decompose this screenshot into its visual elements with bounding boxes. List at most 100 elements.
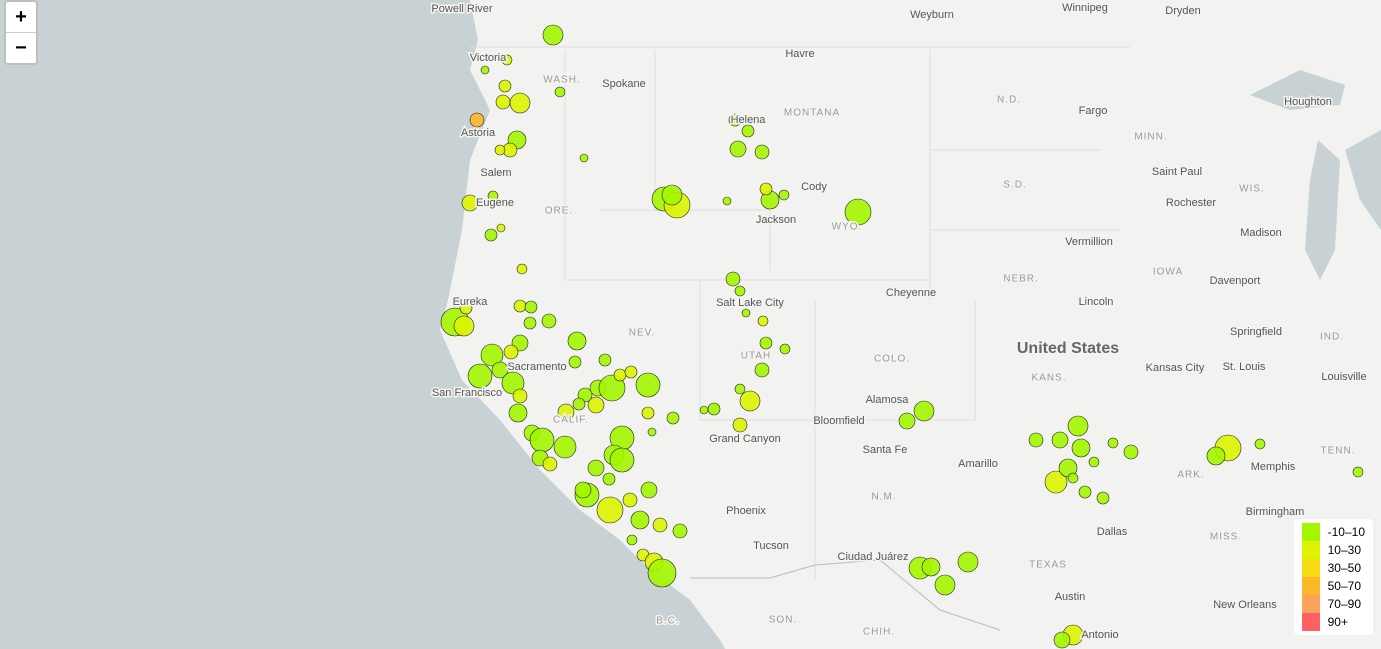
- earthquake[interactable]: [469, 112, 485, 128]
- earthquake[interactable]: [516, 263, 528, 275]
- earthquake[interactable]: [512, 388, 528, 404]
- earthquake[interactable]: [567, 331, 587, 351]
- earthquake[interactable]: [898, 412, 916, 430]
- earthquake[interactable]: [1053, 631, 1071, 649]
- earthquake[interactable]: [613, 368, 627, 382]
- earthquake[interactable]: [722, 196, 732, 206]
- earthquake[interactable]: [1096, 491, 1110, 505]
- earthquake[interactable]: [759, 182, 773, 196]
- earthquake[interactable]: [572, 397, 586, 411]
- earthquake[interactable]: [707, 402, 721, 416]
- earthquake[interactable]: [503, 344, 519, 360]
- earthquake[interactable]: [626, 534, 638, 546]
- earthquake[interactable]: [467, 363, 493, 389]
- earthquake[interactable]: [524, 300, 538, 314]
- earthquake[interactable]: [553, 435, 577, 459]
- earthquake[interactable]: [739, 390, 761, 412]
- earthquake[interactable]: [1078, 485, 1092, 499]
- earthquake[interactable]: [501, 54, 513, 66]
- earthquake[interactable]: [554, 86, 566, 98]
- earthquake[interactable]: [778, 189, 790, 201]
- earthquake[interactable]: [652, 517, 668, 533]
- earthquake[interactable]: [729, 140, 747, 158]
- earthquake[interactable]: [1044, 470, 1068, 494]
- earthquake[interactable]: [508, 403, 528, 423]
- earthquake[interactable]: [754, 144, 770, 160]
- earthquake[interactable]: [641, 406, 655, 420]
- earthquake[interactable]: [509, 92, 531, 114]
- earthquake[interactable]: [495, 94, 511, 110]
- earthquake[interactable]: [529, 427, 555, 453]
- earthquake[interactable]: [596, 496, 624, 524]
- earthquake[interactable]: [494, 144, 506, 156]
- earthquake[interactable]: [487, 190, 499, 202]
- earthquake[interactable]: [602, 472, 616, 486]
- earthquake[interactable]: [630, 510, 650, 530]
- earthquake[interactable]: [1088, 456, 1100, 468]
- earthquake[interactable]: [568, 355, 582, 369]
- earthquake[interactable]: [728, 113, 742, 127]
- earthquake[interactable]: [523, 316, 537, 330]
- earthquake[interactable]: [480, 343, 504, 367]
- earthquake[interactable]: [699, 405, 709, 415]
- earthquake[interactable]: [484, 228, 498, 242]
- earthquake[interactable]: [579, 153, 589, 163]
- earthquake[interactable]: [480, 65, 490, 75]
- earthquake[interactable]: [957, 551, 979, 573]
- earthquake[interactable]: [734, 285, 746, 297]
- earthquake[interactable]: [647, 427, 657, 437]
- earthquake[interactable]: [732, 417, 748, 433]
- earthquake[interactable]: [1067, 472, 1079, 484]
- earthquake[interactable]: [624, 365, 638, 379]
- earthquake[interactable]: [453, 315, 475, 337]
- earthquake[interactable]: [734, 383, 746, 395]
- earthquake[interactable]: [461, 194, 479, 212]
- earthquake[interactable]: [542, 456, 558, 472]
- earthquake[interactable]: [741, 124, 755, 138]
- earthquake[interactable]: [598, 374, 626, 402]
- earthquake[interactable]: [661, 184, 683, 206]
- earthquake[interactable]: [498, 79, 512, 93]
- earthquake[interactable]: [598, 353, 612, 367]
- earthquake[interactable]: [1067, 415, 1089, 437]
- earthquake[interactable]: [542, 24, 564, 46]
- earthquake[interactable]: [666, 411, 680, 425]
- earthquake[interactable]: [779, 343, 791, 355]
- earthquake[interactable]: [622, 492, 638, 508]
- earthquake[interactable]: [757, 315, 769, 327]
- earthquake[interactable]: [557, 403, 575, 421]
- earthquake[interactable]: [741, 308, 751, 318]
- earthquake[interactable]: [1352, 466, 1364, 478]
- earthquake[interactable]: [1123, 444, 1139, 460]
- earthquake[interactable]: [513, 299, 527, 313]
- earthquake[interactable]: [934, 574, 956, 596]
- earthquake[interactable]: [574, 481, 592, 499]
- earthquake[interactable]: [1254, 438, 1266, 450]
- earthquake[interactable]: [1107, 437, 1119, 449]
- earthquake[interactable]: [491, 361, 509, 379]
- earthquake[interactable]: [1028, 432, 1044, 448]
- earthquake[interactable]: [587, 459, 605, 477]
- earthquake[interactable]: [640, 481, 658, 499]
- earthquake[interactable]: [754, 362, 770, 378]
- place-label: Eugene: [476, 197, 514, 209]
- earthquake[interactable]: [647, 558, 677, 588]
- earthquake[interactable]: [1051, 431, 1069, 449]
- earthquake[interactable]: [459, 301, 473, 315]
- earthquake[interactable]: [672, 523, 688, 539]
- earthquake[interactable]: [609, 447, 635, 473]
- earthquake[interactable]: [921, 557, 941, 577]
- earthquake[interactable]: [587, 396, 605, 414]
- earthquake[interactable]: [541, 313, 557, 329]
- earthquake[interactable]: [759, 336, 773, 350]
- earthquake[interactable]: [844, 198, 872, 226]
- earthquake[interactable]: [635, 372, 661, 398]
- earthquake[interactable]: [725, 271, 741, 287]
- earthquake[interactable]: [913, 400, 935, 422]
- zoom-in[interactable]: +: [6, 2, 36, 33]
- earthquake[interactable]: [496, 223, 506, 233]
- earthquake[interactable]: [1071, 438, 1091, 458]
- earthquake[interactable]: [1206, 446, 1226, 466]
- zoom-out[interactable]: −: [15, 37, 27, 59]
